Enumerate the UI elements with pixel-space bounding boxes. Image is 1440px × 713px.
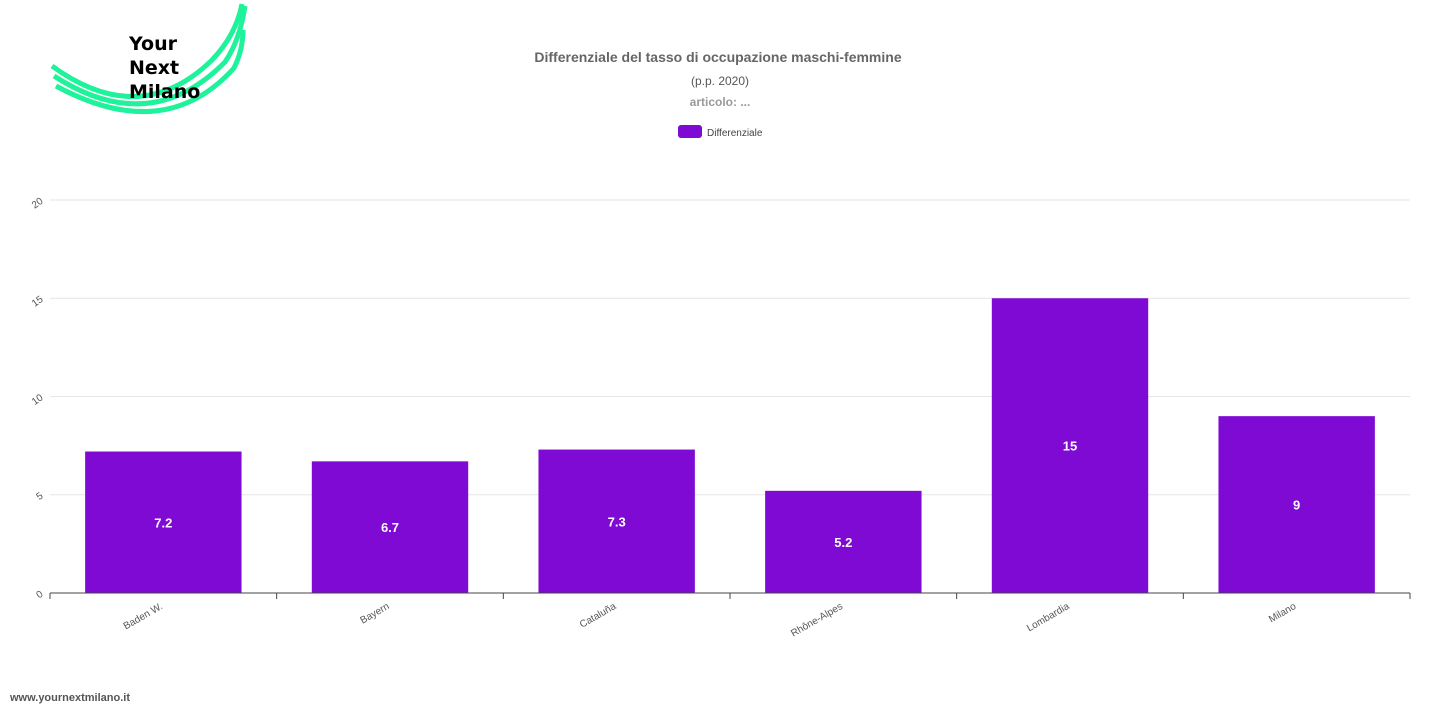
bar-value-label: 6.7 [381, 520, 399, 535]
grid-lines [50, 199, 1410, 496]
x-tick-label: Milano [1267, 601, 1298, 625]
bar-labels: 7.2 6.7 7.3 5.2 15 9 [154, 439, 1300, 550]
chart-article-note: articolo: ... [690, 95, 751, 109]
y-axis: 0 5 10 15 20 [30, 196, 46, 601]
x-tick-label: Baden W. [122, 601, 165, 632]
x-tick-label: Lombardia [1025, 601, 1072, 634]
y-tick-label: 10 [30, 392, 46, 408]
bar-value-label: 7.2 [154, 515, 172, 530]
bar[interactable] [991, 298, 1149, 593]
bar-value-label: 5.2 [834, 535, 852, 550]
footer-url[interactable]: www.yournextmilano.it [10, 692, 130, 704]
legend-swatch [678, 125, 702, 138]
bar[interactable] [85, 451, 242, 593]
bar[interactable] [765, 490, 922, 593]
y-tick-label: 0 [35, 589, 46, 601]
legend-label: Differenziale [707, 128, 763, 139]
bar-value-label: 9 [1293, 498, 1300, 513]
y-tick-label: 20 [30, 196, 46, 212]
x-tick-label: Cataluña [578, 601, 619, 631]
brand-logo: Your Next Milano [40, 0, 270, 115]
logo-arcs-icon [50, 3, 248, 114]
x-tick-label: Bayern [359, 601, 392, 626]
chart-subtitle: (p.p. 2020) [691, 74, 749, 88]
bar[interactable] [538, 449, 695, 593]
legend[interactable]: Differenziale [678, 125, 763, 139]
bar[interactable] [1218, 416, 1375, 593]
y-tick-label: 15 [30, 294, 46, 310]
x-tick-label: Rhône-Alpes [789, 601, 845, 639]
bars [85, 298, 1375, 593]
x-axis: Baden W. Bayern Cataluña Rhône-Alpes Lombard… [49, 593, 1411, 640]
logo-text: Your Next Milano [129, 33, 201, 103]
bar-value-label: 15 [1063, 439, 1077, 454]
chart-title: Differenziale del tasso di occupazione m… [534, 49, 901, 65]
y-tick-label: 5 [35, 490, 46, 502]
bar[interactable] [311, 461, 469, 593]
bar-value-label: 7.3 [608, 514, 626, 529]
